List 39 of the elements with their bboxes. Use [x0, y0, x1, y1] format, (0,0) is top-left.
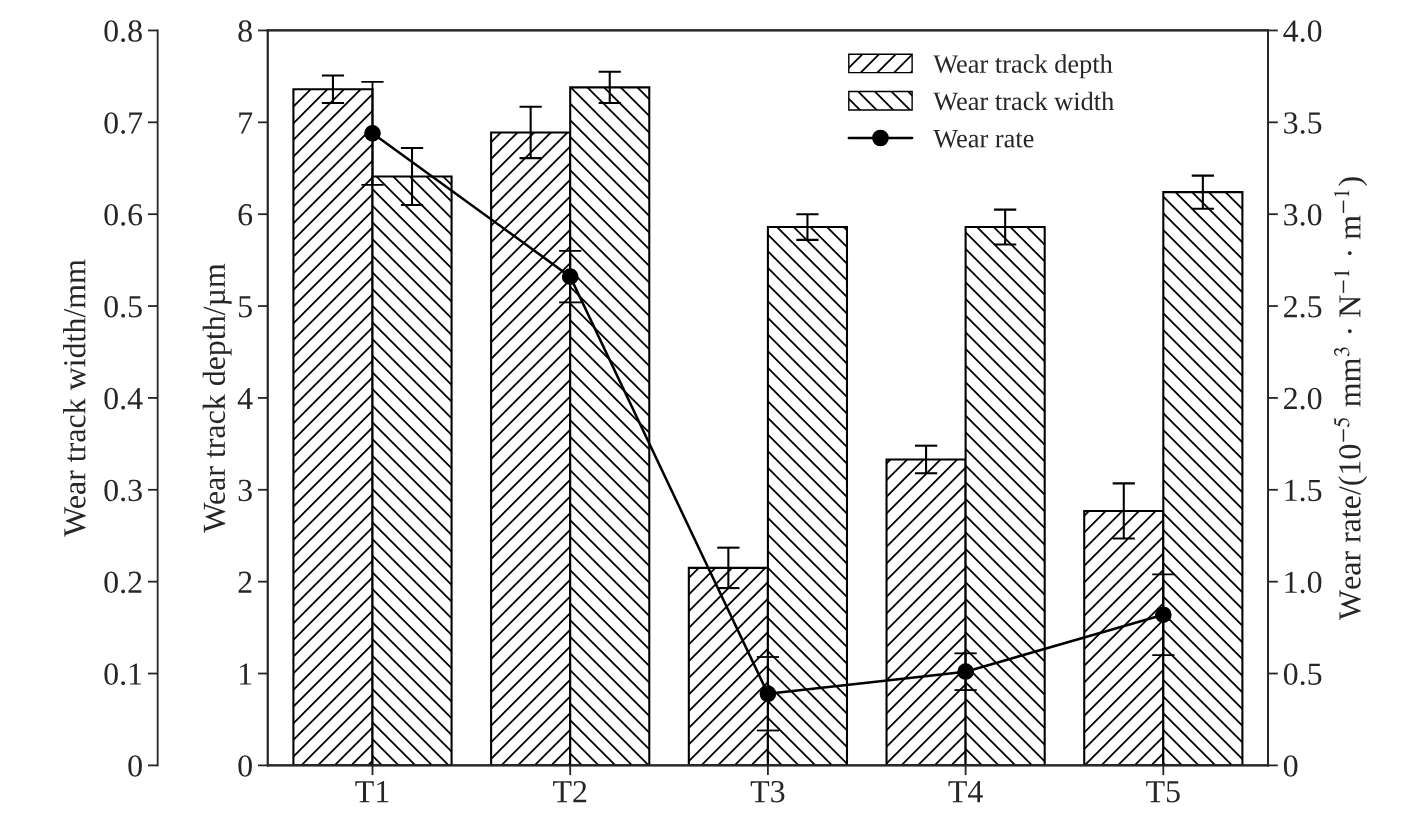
y-tick-label: 5 [239, 296, 252, 318]
y2-tick-label: 1.5 [1285, 479, 1322, 502]
y3-tick-label: 0.6 [104, 204, 143, 226]
y2-tick-label: 4.0 [1283, 20, 1322, 42]
y2-tick-label: 0 [1283, 755, 1298, 777]
x-tick-label: T3 [750, 780, 785, 803]
x-tick-label: T1 [355, 781, 389, 803]
y-tick-label: 2 [238, 571, 252, 593]
y-axis-title: Wear track depth/µm [202, 263, 232, 533]
y3-tick-label: 0.8 [104, 20, 142, 42]
y3-tick-label: 0.7 [104, 112, 143, 134]
legend-label: Wear rate [933, 129, 1034, 148]
y3-tick-label: 0.1 [104, 663, 142, 686]
y2-tick-label: 2.5 [1284, 295, 1322, 318]
y2-tick-label: 3.0 [1284, 204, 1322, 226]
y3-tick-label: 0.4 [104, 387, 143, 410]
y3-tick-label: 0.5 [104, 295, 142, 318]
point [364, 125, 381, 142]
y-tick-label: 3 [238, 479, 252, 502]
y2-tick-label: 2.0 [1284, 387, 1322, 410]
y-tick-label: 6 [238, 204, 253, 226]
y2-tick-label: 0.5 [1283, 663, 1322, 686]
y-tick-label: 7 [239, 112, 253, 134]
legend-label: Wear track width [933, 91, 1114, 111]
y3-tick-label: 0.2 [104, 571, 142, 594]
x-tick-label: T4 [948, 781, 983, 803]
x-tick-label: T2 [553, 780, 587, 803]
x-tick-label: T5 [1146, 781, 1180, 803]
y-tick-label: 4 [237, 387, 253, 409]
y-tick-label: 1 [239, 663, 252, 685]
y-tick-label: 0 [238, 755, 252, 777]
legend-label: Wear track depth [933, 54, 1113, 79]
y3-axis-title: Wear track width/mm [63, 259, 86, 537]
text: Wear rate/(10$^{−5}$ mm$^{3}$ · N$^{−1}$ · m$^{−1}$) [1333, 177, 1368, 621]
y3-tick-label: 0.3 [104, 479, 142, 502]
y2-tick-label: 1.0 [1285, 571, 1322, 594]
y2-tick-label: 3.5 [1284, 112, 1322, 134]
y3-tick-label: 0 [128, 755, 142, 777]
y-tick-label: 8 [238, 20, 252, 42]
